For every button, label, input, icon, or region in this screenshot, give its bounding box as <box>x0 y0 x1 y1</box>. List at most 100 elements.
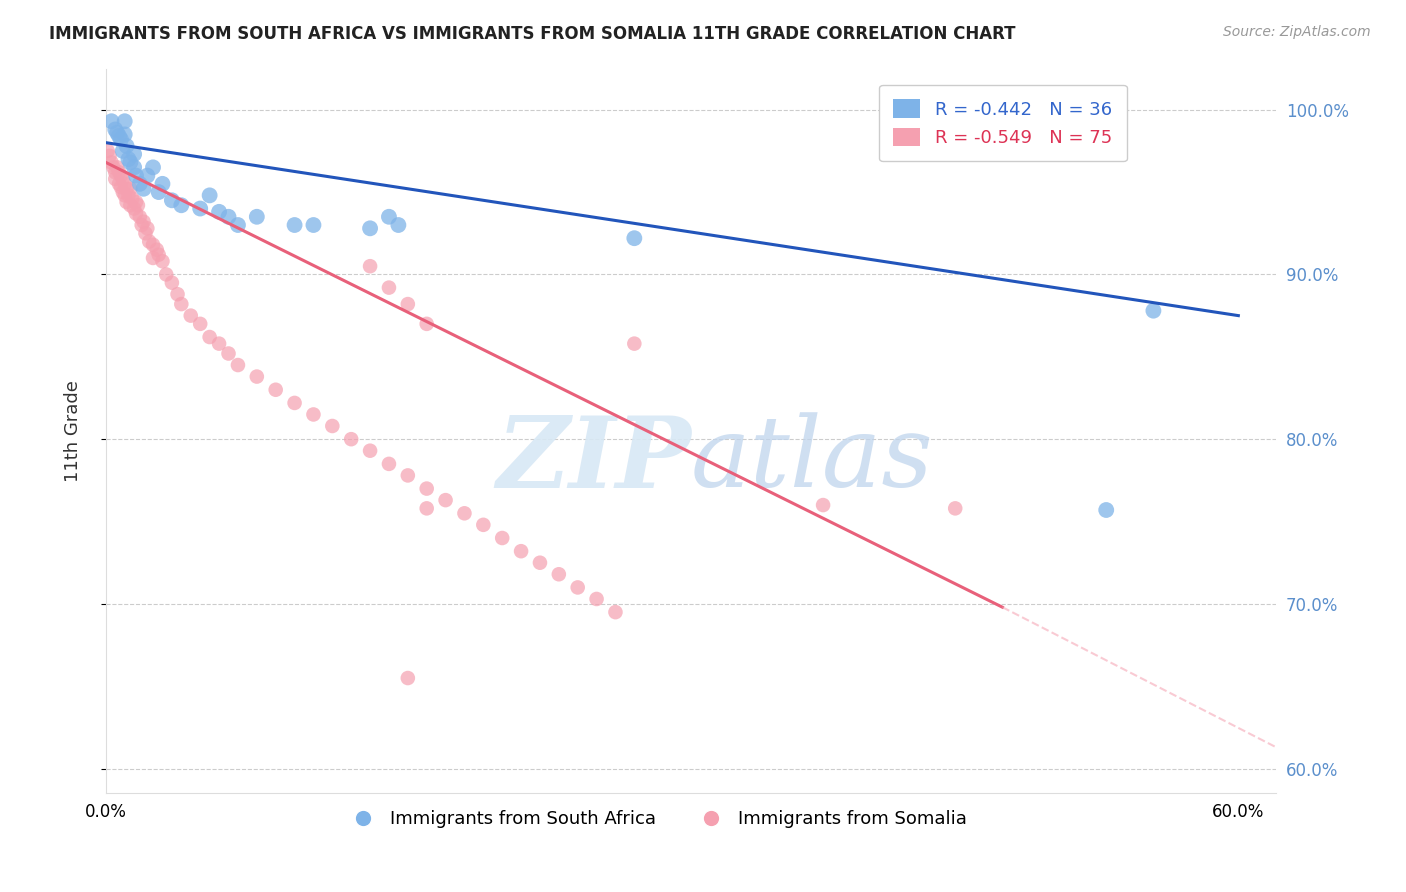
Point <box>115 139 138 153</box>
Point <box>160 194 183 208</box>
Point <box>226 358 249 372</box>
Point <box>378 280 401 294</box>
Point <box>155 268 177 282</box>
Point <box>120 198 142 212</box>
Point <box>491 531 513 545</box>
Point <box>208 204 231 219</box>
Point <box>170 297 193 311</box>
Point <box>811 498 834 512</box>
Legend: Immigrants from South Africa, Immigrants from Somalia: Immigrants from South Africa, Immigrants… <box>337 803 974 835</box>
Point <box>378 210 401 224</box>
Point <box>218 346 240 360</box>
Point <box>152 177 174 191</box>
Point <box>104 165 127 179</box>
Point <box>110 132 132 146</box>
Point <box>108 177 131 191</box>
Point <box>114 177 136 191</box>
Point <box>166 287 188 301</box>
Point <box>120 182 142 196</box>
Point <box>302 218 325 232</box>
Point <box>98 149 121 163</box>
Point <box>100 155 122 169</box>
Point <box>170 198 193 212</box>
Point <box>148 185 170 199</box>
Point <box>114 114 136 128</box>
Point <box>472 517 495 532</box>
Text: ZIP: ZIP <box>496 412 690 508</box>
Point <box>387 218 409 232</box>
Point <box>321 419 343 434</box>
Point <box>125 169 148 183</box>
Point <box>1142 303 1164 318</box>
Point <box>142 237 165 252</box>
Point <box>943 501 966 516</box>
Point <box>264 383 287 397</box>
Point <box>115 182 138 196</box>
Point <box>120 155 142 169</box>
Point <box>246 369 269 384</box>
Point <box>188 202 211 216</box>
Point <box>121 192 143 206</box>
Point <box>125 194 148 209</box>
Point <box>148 248 170 262</box>
Point <box>105 126 128 140</box>
Point <box>585 591 607 606</box>
Text: IMMIGRANTS FROM SOUTH AFRICA VS IMMIGRANTS FROM SOMALIA 11TH GRADE CORRELATION C: IMMIGRANTS FROM SOUTH AFRICA VS IMMIGRAN… <box>49 25 1015 43</box>
Point <box>529 556 551 570</box>
Point <box>567 581 589 595</box>
Point <box>117 188 139 202</box>
Point <box>160 276 183 290</box>
Point <box>125 206 148 220</box>
Point <box>218 210 240 224</box>
Point <box>128 210 150 224</box>
Point <box>114 188 136 202</box>
Point <box>100 114 122 128</box>
Point <box>152 254 174 268</box>
Point <box>128 177 150 191</box>
Point <box>415 482 437 496</box>
Point <box>547 567 569 582</box>
Point <box>1095 503 1118 517</box>
Point <box>284 218 307 232</box>
Point <box>396 671 419 685</box>
Point <box>104 172 127 186</box>
Point <box>415 501 437 516</box>
Point <box>142 251 165 265</box>
Point <box>114 128 136 142</box>
Point <box>132 215 155 229</box>
Point <box>108 129 131 144</box>
Point <box>111 172 134 186</box>
Point <box>122 147 145 161</box>
Point <box>146 243 169 257</box>
Y-axis label: 11th Grade: 11th Grade <box>65 380 82 482</box>
Point <box>396 468 419 483</box>
Point <box>208 336 231 351</box>
Point <box>108 165 131 179</box>
Point <box>623 336 645 351</box>
Point <box>198 330 221 344</box>
Point <box>359 221 381 235</box>
Point <box>127 198 149 212</box>
Text: atlas: atlas <box>690 412 934 508</box>
Point <box>359 443 381 458</box>
Point <box>284 396 307 410</box>
Point <box>110 169 132 183</box>
Point <box>97 144 120 158</box>
Point <box>246 210 269 224</box>
Point <box>415 317 437 331</box>
Point <box>115 194 138 209</box>
Point <box>396 297 419 311</box>
Point <box>359 259 381 273</box>
Point <box>111 185 134 199</box>
Point <box>117 152 139 166</box>
Point <box>122 161 145 175</box>
Point <box>180 309 202 323</box>
Point <box>111 144 134 158</box>
Point <box>103 161 125 175</box>
Point <box>378 457 401 471</box>
Point <box>134 226 156 240</box>
Point <box>434 493 457 508</box>
Point <box>340 432 363 446</box>
Point <box>188 317 211 331</box>
Point <box>198 188 221 202</box>
